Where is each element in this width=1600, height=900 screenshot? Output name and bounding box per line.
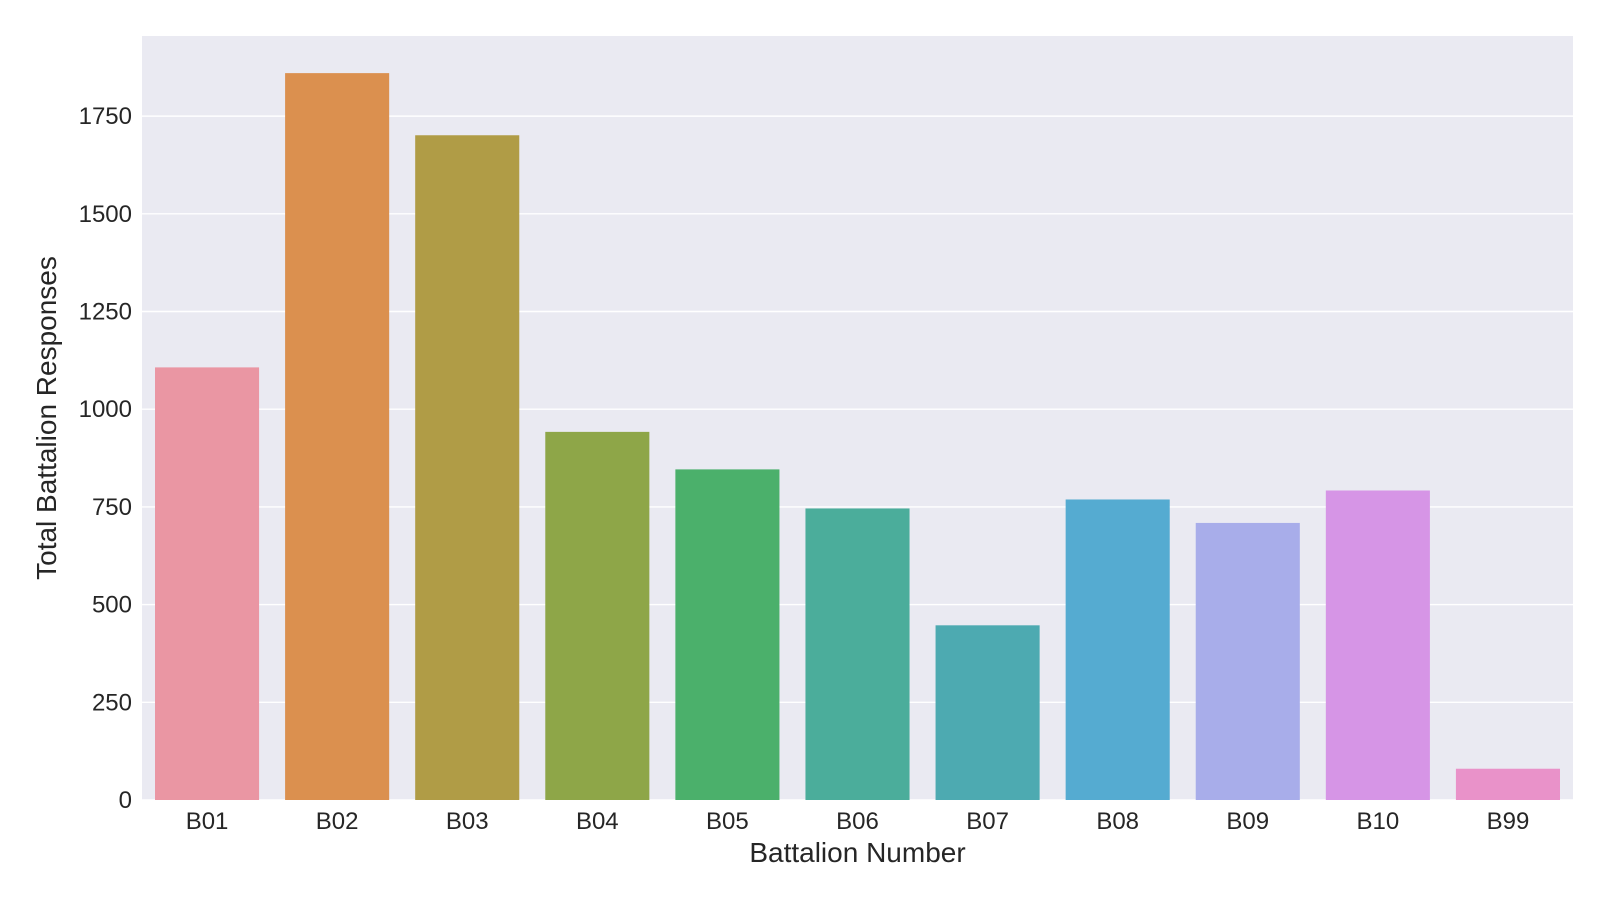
y-tick-label: 1250 [79, 299, 132, 326]
x-tick-label: B09 [1226, 808, 1269, 835]
bar-b99 [1455, 768, 1560, 800]
x-axis-label: Battalion Number [749, 837, 965, 868]
y-tick-labels: 0 250 500 750 1000 1250 1500 1750 [79, 103, 132, 814]
bars [155, 73, 1560, 801]
bar-b01 [155, 367, 260, 800]
x-tick-labels: B01 B02 B03 B04 B05 B06 B07 B08 B09 B10 B99 [186, 808, 1530, 835]
bar-b10 [1325, 490, 1430, 800]
x-tick-label: B99 [1487, 808, 1530, 835]
x-tick-label: B01 [186, 808, 229, 835]
x-tick-label: B04 [576, 808, 619, 835]
y-tick-label: 250 [92, 689, 132, 716]
bar-b03 [415, 135, 520, 801]
bar-b05 [675, 469, 780, 800]
x-tick-label: B08 [1096, 808, 1139, 835]
x-tick-label: B06 [836, 808, 879, 835]
y-tick-label: 500 [92, 592, 132, 619]
x-tick-label: B07 [966, 808, 1009, 835]
bar-b02 [285, 73, 390, 801]
x-tick-label: B02 [316, 808, 359, 835]
bar-b08 [1065, 499, 1170, 800]
x-tick-label: B05 [706, 808, 749, 835]
y-axis-label: Total Battalion Responses [31, 256, 62, 580]
x-tick-label: B10 [1357, 808, 1400, 835]
bar-b06 [805, 508, 910, 800]
y-tick-label: 1750 [79, 103, 132, 130]
bar-b04 [545, 431, 650, 800]
bar-b09 [1195, 522, 1300, 800]
y-tick-label: 1000 [79, 396, 132, 423]
y-tick-label: 1500 [79, 201, 132, 228]
x-tick-label: B03 [446, 808, 489, 835]
y-tick-label: 750 [92, 494, 132, 521]
bar-b07 [935, 625, 1040, 800]
y-tick-label: 0 [119, 787, 132, 814]
